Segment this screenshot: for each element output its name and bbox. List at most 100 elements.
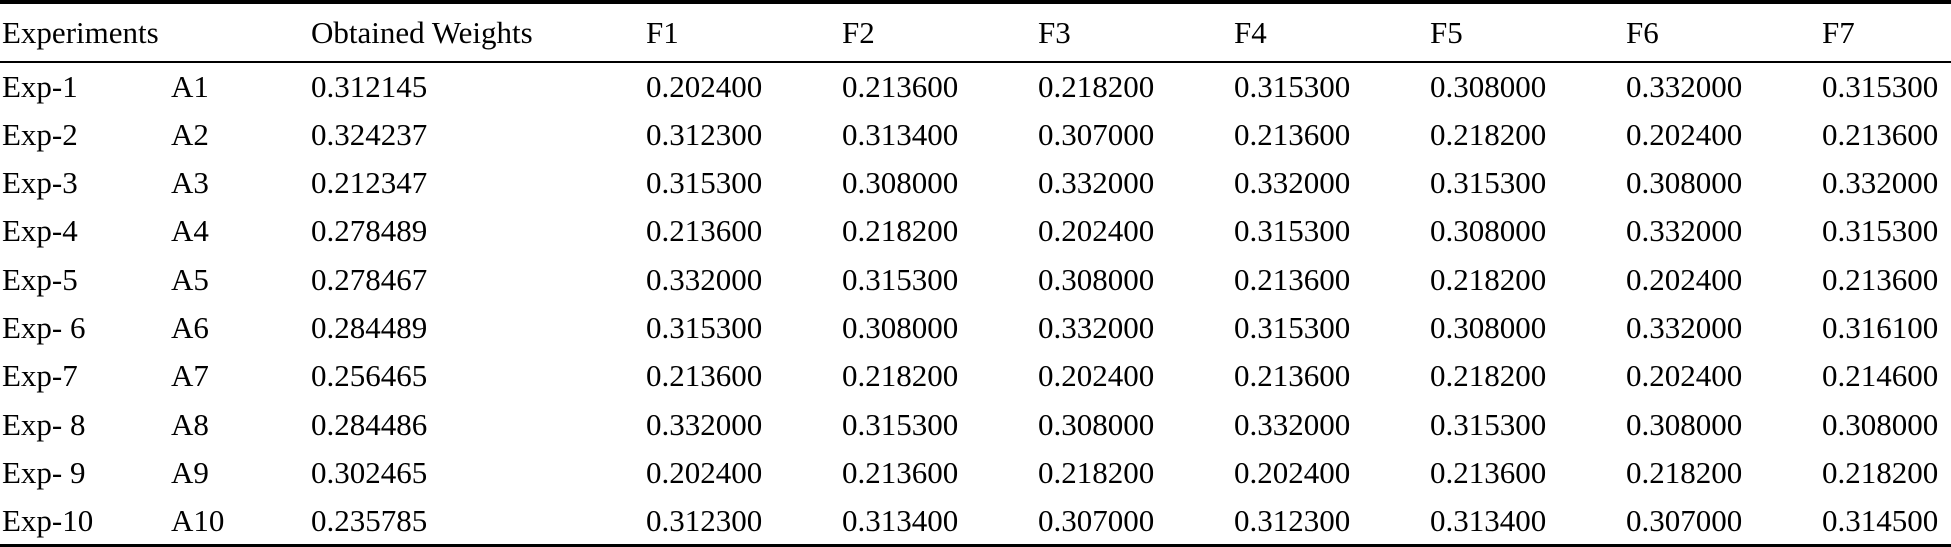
cell-experiment: Exp-3 (2, 164, 78, 200)
cell-f5: 0.313400 (1430, 502, 1547, 538)
cell-f6: 0.307000 (1626, 502, 1743, 538)
table-row: Exp-5 A5 0.278467 0.332000 0.315300 0.308000 0… (0, 255, 1951, 303)
cell-f1: 0.202400 (646, 68, 763, 104)
cell-obtained-weight: 0.324237 (311, 116, 428, 152)
table-row: Exp- 6 A6 0.284489 0.315300 0.308000 0.332000… (0, 304, 1951, 352)
cell-f1: 0.202400 (646, 454, 763, 490)
col-header-f1: F1 (646, 14, 679, 50)
cell-obtained-weight: 0.278467 (311, 261, 428, 297)
cell-f7: 0.316100 (1822, 309, 1939, 345)
cell-f1: 0.332000 (646, 261, 763, 297)
cell-alternative: A4 (171, 213, 209, 249)
cell-experiment: Exp-2 (2, 116, 78, 152)
table-row: Exp-4 A4 0.278489 0.213600 0.218200 0.202400 0… (0, 207, 1951, 255)
cell-f6: 0.308000 (1626, 406, 1743, 442)
cell-obtained-weight: 0.284489 (311, 309, 428, 345)
cell-f2: 0.213600 (842, 454, 959, 490)
cell-experiment: Exp-4 (2, 213, 78, 249)
cell-obtained-weight: 0.235785 (311, 502, 428, 538)
cell-f6: 0.332000 (1626, 309, 1743, 345)
cell-f1: 0.312300 (646, 116, 763, 152)
col-header-obtained-weights: Obtained Weights (311, 14, 533, 50)
cell-alternative: A8 (171, 406, 209, 442)
cell-experiment: Exp-5 (2, 261, 78, 297)
cell-alternative: A9 (171, 454, 209, 490)
cell-f7: 0.213600 (1822, 116, 1939, 152)
cell-f3: 0.308000 (1038, 406, 1155, 442)
cell-f2: 0.218200 (842, 358, 959, 394)
cell-f3: 0.332000 (1038, 164, 1155, 200)
cell-f4: 0.315300 (1234, 68, 1351, 104)
table-row: Exp-3 A3 0.212347 0.315300 0.308000 0.332000 0… (0, 159, 1951, 207)
cell-f4: 0.213600 (1234, 116, 1351, 152)
cell-f6: 0.218200 (1626, 454, 1743, 490)
col-header-f3: F3 (1038, 14, 1071, 50)
cell-experiment: Exp-1 (2, 68, 78, 104)
cell-obtained-weight: 0.256465 (311, 358, 428, 394)
cell-f3: 0.202400 (1038, 213, 1155, 249)
col-header-f2: F2 (842, 14, 875, 50)
cell-experiment: Exp-10 (2, 502, 94, 538)
cell-f2: 0.308000 (842, 164, 959, 200)
cell-alternative: A7 (171, 358, 209, 394)
table-row: Exp-10 A10 0.235785 0.312300 0.313400 0.30700… (0, 497, 1951, 545)
col-header-experiments: Experiments (2, 14, 159, 50)
cell-obtained-weight: 0.278489 (311, 213, 428, 249)
cell-f3: 0.307000 (1038, 116, 1155, 152)
cell-f5: 0.308000 (1430, 68, 1547, 104)
col-header-f4: F4 (1234, 14, 1267, 50)
cell-obtained-weight: 0.312145 (311, 68, 428, 104)
cell-f6: 0.332000 (1626, 68, 1743, 104)
cell-experiment: Exp- 8 (2, 406, 86, 442)
cell-f6: 0.202400 (1626, 358, 1743, 394)
cell-f1: 0.315300 (646, 164, 763, 200)
cell-f3: 0.307000 (1038, 502, 1155, 538)
cell-f4: 0.213600 (1234, 358, 1351, 394)
cell-alternative: A5 (171, 261, 209, 297)
cell-experiment: Exp- 6 (2, 309, 86, 345)
cell-obtained-weight: 0.212347 (311, 164, 428, 200)
cell-f7: 0.308000 (1822, 406, 1939, 442)
table-row: Exp- 8 A8 0.284486 0.332000 0.315300 0.308000… (0, 400, 1951, 448)
table-header: Experiments Obtained Weights F1 F2 F3 F4… (0, 2, 1951, 62)
col-header-f7: F7 (1822, 14, 1855, 50)
cell-f6: 0.308000 (1626, 164, 1743, 200)
cell-alternative: A6 (171, 309, 209, 345)
cell-f3: 0.218200 (1038, 68, 1155, 104)
cell-f5: 0.308000 (1430, 213, 1547, 249)
cell-f3: 0.332000 (1038, 309, 1155, 345)
cell-f4: 0.312300 (1234, 502, 1351, 538)
cell-f2: 0.218200 (842, 213, 959, 249)
table-row: Exp-1 A1 0.312145 0.202400 0.213600 0.218200 0… (0, 62, 1951, 110)
cell-f5: 0.315300 (1430, 406, 1547, 442)
cell-f2: 0.313400 (842, 116, 959, 152)
table-row: Exp- 9 A9 0.302465 0.202400 0.213600 0.218200… (0, 449, 1951, 497)
cell-f7: 0.315300 (1822, 213, 1939, 249)
cell-alternative: A2 (171, 116, 209, 152)
cell-f5: 0.218200 (1430, 116, 1547, 152)
table-body: Exp-1 A1 0.312145 0.202400 0.213600 0.218200 0… (0, 62, 1951, 546)
cell-f5: 0.218200 (1430, 261, 1547, 297)
cell-f3: 0.202400 (1038, 358, 1155, 394)
cell-experiment: Exp- 9 (2, 454, 86, 490)
table-row: Exp-7 A7 0.256465 0.213600 0.218200 0.202400 0… (0, 352, 1951, 400)
cell-f7: 0.332000 (1822, 164, 1939, 200)
cell-obtained-weight: 0.284486 (311, 406, 428, 442)
cell-f7: 0.218200 (1822, 454, 1939, 490)
cell-f5: 0.213600 (1430, 454, 1547, 490)
cell-obtained-weight: 0.302465 (311, 454, 428, 490)
cell-experiment: Exp-7 (2, 358, 78, 394)
cell-f1: 0.213600 (646, 358, 763, 394)
cell-f4: 0.315300 (1234, 213, 1351, 249)
cell-f5: 0.315300 (1430, 164, 1547, 200)
cell-f4: 0.315300 (1234, 309, 1351, 345)
cell-f5: 0.308000 (1430, 309, 1547, 345)
cell-f1: 0.332000 (646, 406, 763, 442)
cell-f7: 0.214600 (1822, 358, 1939, 394)
cell-f6: 0.202400 (1626, 116, 1743, 152)
cell-f2: 0.213600 (842, 68, 959, 104)
cell-f2: 0.308000 (842, 309, 959, 345)
cell-alternative: A1 (171, 68, 209, 104)
